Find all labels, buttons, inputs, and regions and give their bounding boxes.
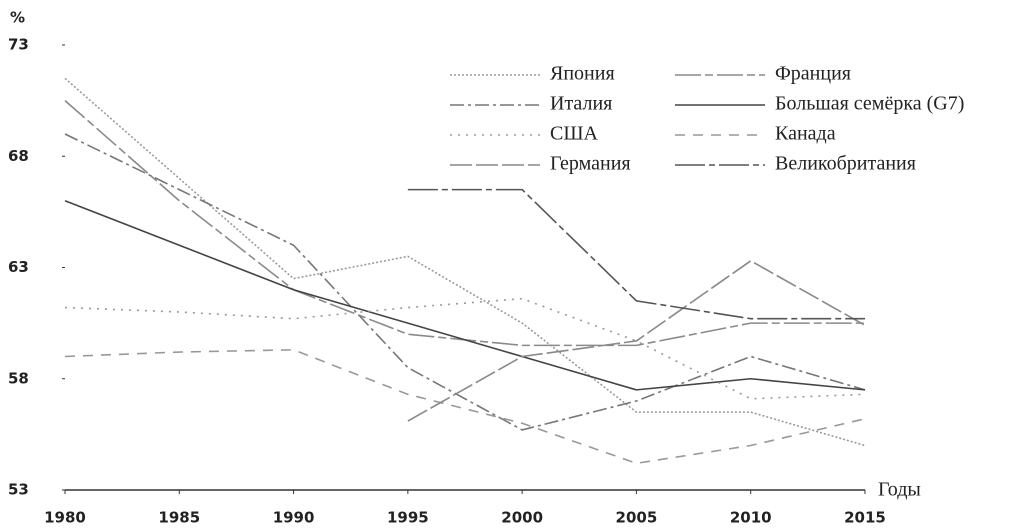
series-line: [407, 259, 866, 422]
x-tick-label: 2000: [501, 509, 543, 527]
y-tick-label: 58: [8, 369, 29, 387]
y-tick-label: 63: [8, 258, 29, 276]
x-tick-label: 1990: [273, 509, 315, 527]
legend-label: Великобритания: [775, 153, 916, 175]
x-tick-label: 1980: [44, 509, 86, 527]
y-tick-label: 68: [8, 147, 29, 165]
x-axis-label: Годы: [878, 479, 921, 501]
x-tick-label: 2005: [616, 509, 658, 527]
series-line: [64, 200, 866, 391]
series-line: [64, 297, 866, 400]
legend-label: Япония: [550, 63, 615, 85]
legend-label: США: [550, 123, 599, 145]
y-tick-label: 53: [8, 481, 29, 499]
legend-label: Франция: [775, 63, 851, 85]
legend-label: Большая семёрка (G7): [775, 93, 964, 115]
legend-label: Италия: [550, 93, 612, 115]
x-tick-label: 1985: [158, 509, 200, 527]
y-tick-label: 73: [8, 36, 29, 54]
legend-label: Канада: [775, 123, 836, 145]
x-tick-label: 2015: [844, 509, 886, 527]
series-line: [64, 133, 866, 431]
series-line: [64, 77, 866, 447]
x-tick-label: 1995: [387, 509, 429, 527]
series-line: [64, 349, 866, 465]
series-line: [407, 188, 865, 320]
series-line: [64, 100, 865, 347]
legend-label: Германия: [550, 153, 631, 175]
x-tick-label: 2010: [730, 509, 772, 527]
y-axis-label: %: [10, 9, 25, 27]
